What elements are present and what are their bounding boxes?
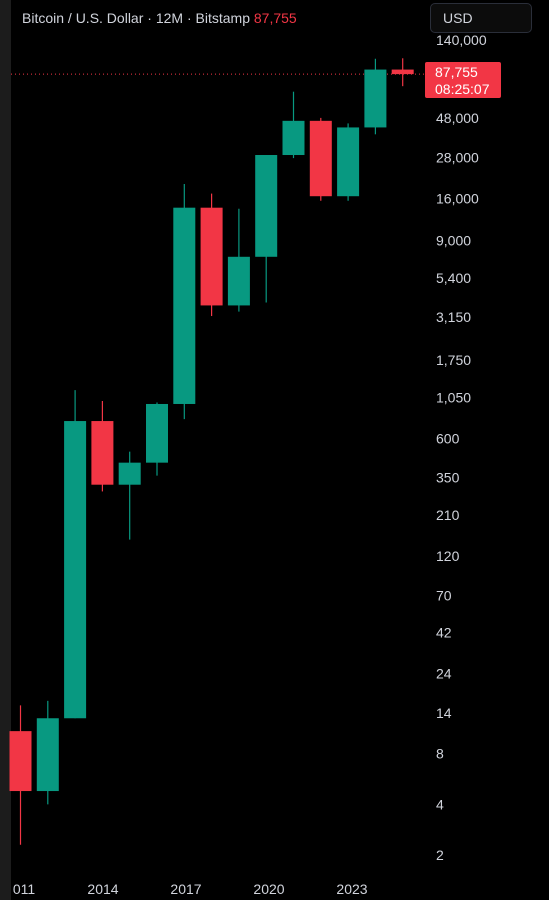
left-edge-rail [0,0,11,900]
candle-body[interactable] [227,256,250,306]
price-tick-label: 14 [436,705,452,721]
candle-body[interactable] [200,207,223,306]
time-tick-label: 2014 [87,881,118,897]
header-separator: · [147,10,152,26]
candle-body[interactable] [9,731,32,792]
last-price-header: 87,755 [253,10,297,26]
time-axis[interactable]: 011 2014 2017 2020 2023 [13,881,368,897]
price-tick-label: 28,000 [436,150,479,166]
last-price-label: 87,755 08:25:07 [425,62,501,98]
exchange-name: Bitstamp [195,10,250,26]
time-tick-label: 2017 [170,881,201,897]
candle-body[interactable] [337,127,360,197]
price-tick-label: 1,750 [436,352,471,368]
price-tick-label: 9,000 [436,232,471,248]
last-price-value: 87,755 [435,64,478,80]
price-tick-label: 8 [436,746,444,762]
time-tick-label: 2023 [336,881,367,897]
currency-selector[interactable]: USD [430,3,532,33]
price-tick-label: 5,400 [436,270,471,286]
price-tick-label: 210 [436,507,460,523]
candle-body[interactable] [282,120,305,156]
price-tick-label: 24 [436,665,452,681]
header-separator: · [186,10,192,26]
price-tick-label: 42 [436,625,452,641]
candle-body[interactable] [364,69,387,128]
interval-label: 12M [155,10,184,26]
candle-body[interactable] [309,120,332,197]
bar-countdown: 08:25:07 [435,81,490,97]
price-tick-label: 600 [436,430,460,446]
candle-body[interactable] [118,462,141,485]
price-tick-label: 1,050 [436,389,471,405]
price-tick-label: 16,000 [436,190,479,206]
price-tick-label: 48,000 [436,110,479,126]
time-tick-label: 2020 [253,881,284,897]
symbol-name: Bitcoin / U.S. Dollar [22,10,144,26]
price-tick-label: 350 [436,470,460,486]
price-tick-label: 2 [436,847,444,863]
candle-body[interactable] [146,403,168,463]
price-tick-label: 70 [436,587,452,603]
candles-group [9,58,414,845]
price-axis[interactable]: 140,000 48,000 28,000 16,000 9,000 5,400 3,150… [436,32,487,863]
price-tick-label: 140,000 [436,32,487,48]
price-tick-label: 3,150 [436,309,471,325]
price-tick-label: 4 [436,796,444,812]
candle-body[interactable] [36,718,59,792]
time-tick-label: 011 [13,881,36,897]
price-tick-label: 120 [436,548,460,564]
candle-body[interactable] [173,207,196,404]
candle-body[interactable] [64,421,87,719]
candle-body[interactable] [91,421,114,485]
symbol-header[interactable]: Bitcoin / U.S. Dollar · 12M · Bitstamp 8… [22,10,297,26]
candle-body[interactable] [391,69,414,75]
candle-body[interactable] [255,155,278,257]
